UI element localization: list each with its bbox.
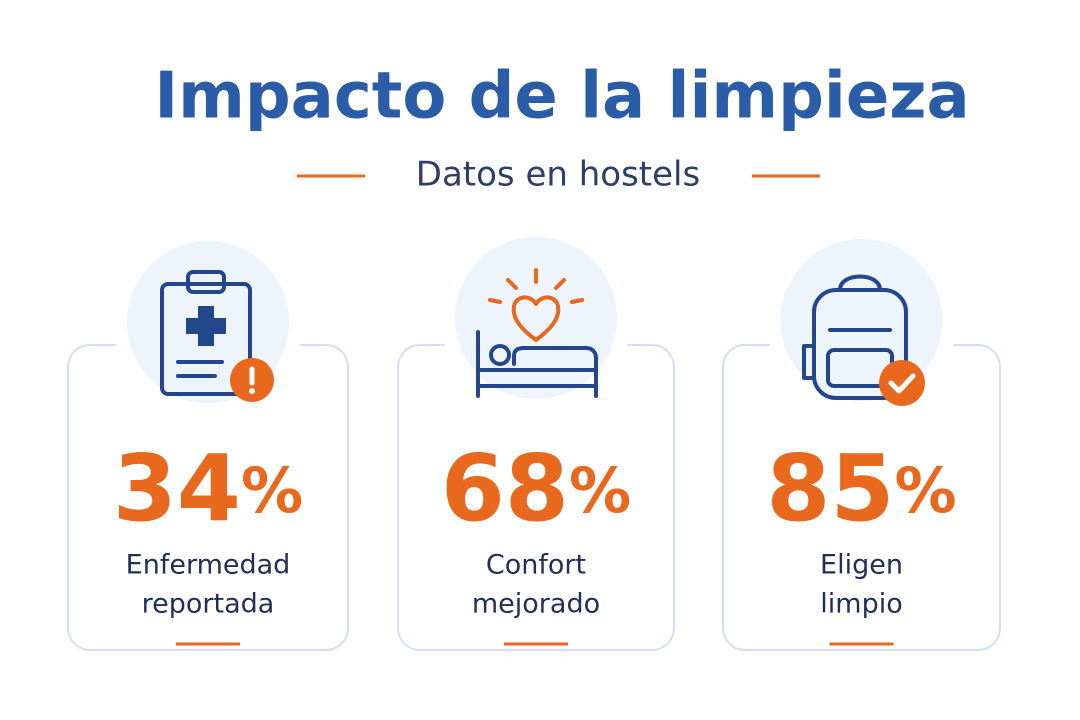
bed-icon (476, 268, 598, 398)
stat-value: 68 (441, 435, 569, 542)
clipboard-icon (160, 270, 274, 402)
stat: 68% (441, 435, 631, 542)
stat-value: 34 (113, 435, 241, 542)
stat-unit: % (241, 454, 303, 527)
subtitle: Datos en hostels (416, 155, 700, 195)
stat-unit: % (569, 454, 631, 527)
stat-label: mejorado (472, 589, 600, 620)
stat-unit: % (894, 454, 956, 527)
stat-label: Eligen (820, 550, 903, 581)
stat-label: Enfermedad (126, 550, 291, 581)
icons (160, 268, 925, 406)
stat-label: limpio (820, 589, 902, 620)
stat: 85% (766, 435, 956, 542)
stat-label: Confort (486, 550, 586, 581)
title: Impacto de la limpieza (154, 60, 969, 134)
stat: 34% (113, 435, 303, 542)
stat-value: 85 (766, 435, 894, 542)
backpack-icon (802, 274, 925, 406)
stat-label: reportada (142, 589, 275, 620)
